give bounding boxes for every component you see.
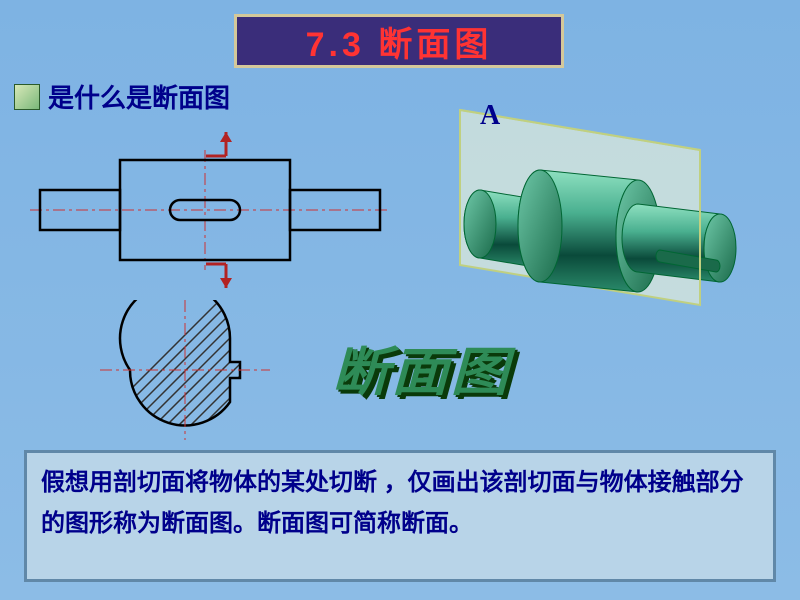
title-text: 7.3 断面图 [306, 17, 493, 66]
section-arrow-top-icon [206, 132, 232, 156]
description-box: 假想用剖切面将物体的某处切断 ，仅画出该剖切面与物体接触部分的图形称为断面图。断… [24, 450, 776, 582]
label-a: A [480, 100, 500, 132]
wordart-section-text: 断面图 [332, 330, 510, 405]
section-arrow-bottom-icon [206, 264, 232, 288]
bullet-square-icon [14, 84, 40, 110]
description-text: 假想用剖切面将物体的某处切断 ，仅画出该剖切面与物体接触部分的图形称为断面图。断… [41, 463, 759, 545]
orthographic-shaft-drawing [30, 120, 390, 300]
subtitle-text: 是什么是断面图 [48, 78, 230, 115]
isometric-3d-view [420, 90, 780, 310]
subtitle-row: 是什么是断面图 [14, 78, 230, 115]
iso-right-shaft [622, 204, 736, 282]
section-view-drawing [100, 300, 270, 440]
title-box: 7.3 断面图 [234, 14, 564, 68]
